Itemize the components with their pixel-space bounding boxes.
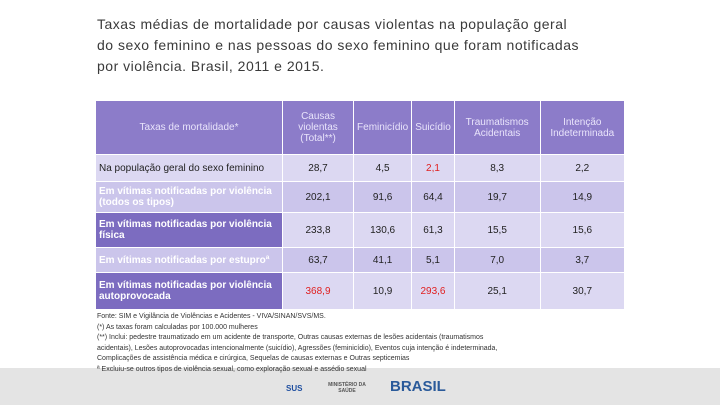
cell: 4,5 <box>353 154 413 182</box>
row-label: Em vítimas notificadas por violência (to… <box>95 181 283 213</box>
cell: 15,5 <box>453 212 541 248</box>
cell: 28,7 <box>281 154 355 182</box>
cell: 2,2 <box>539 154 626 182</box>
row-label: Na população geral do sexo feminino <box>95 154 283 182</box>
cell: 15,6 <box>539 212 626 248</box>
footnote: Complicações de assistência médica e cir… <box>97 355 410 362</box>
header-cell: Intenção Indeterminada <box>539 100 626 155</box>
cell: 5,1 <box>411 247 455 273</box>
row-label: Em vítimas notificadas por violência aut… <box>95 272 283 310</box>
row-label: Em vítimas notificadas por estuproª <box>95 247 283 273</box>
row: Em vítimas notificadas por violência (to… <box>95 181 626 213</box>
footnote: acidentais), Lesões autoprovocadas inten… <box>97 344 498 352</box>
row: Em vítimas notificadas por violência fís… <box>95 212 626 248</box>
footer-band: SUS MINISTÉRIO DA SAÚDE BRASIL <box>0 368 720 405</box>
footnote: Fonte: SIM e Vigilância de Violências e … <box>97 313 326 320</box>
cell: 368,9 <box>281 272 355 310</box>
logo-brasil: BRASIL <box>390 378 446 395</box>
header-cell: Feminicídio <box>353 100 413 155</box>
cell: 19,7 <box>453 181 541 213</box>
footnotes: Fonte: SIM e Vigilância de Violências e … <box>97 312 497 375</box>
logo-sus: SUS <box>286 384 303 393</box>
header-row: Taxas de mortalidade* Causas violentas (… <box>95 100 626 155</box>
cell: 41,1 <box>353 247 413 273</box>
cell: 2,1 <box>411 154 455 182</box>
row-label: Em vítimas notificadas por violência fís… <box>95 212 283 248</box>
row: Em vítimas notificadas por estuproª 63,7… <box>95 247 626 273</box>
footnote: (**) Inclui: pedestre traumatizado em um… <box>97 334 484 341</box>
row: Em vítimas notificadas por violência aut… <box>95 272 626 310</box>
cell: 233,8 <box>281 212 355 248</box>
header-cell: Causas violentas (Total**) <box>281 100 355 155</box>
title: Taxas médias de mortalidade por causas v… <box>97 14 697 77</box>
title-line: do sexo feminino e nas pessoas do sexo f… <box>97 37 579 53</box>
cell: 25,1 <box>453 272 541 310</box>
footnote: ª Excluiu-se outros tipos de violência s… <box>97 365 367 373</box>
cell: 130,6 <box>353 212 413 248</box>
title-line: Taxas médias de mortalidade por causas v… <box>97 16 568 32</box>
cell: 202,1 <box>281 181 355 213</box>
footnote: (*) As taxas foram calculadas por 100.00… <box>97 323 258 331</box>
cell: 10,9 <box>353 272 413 310</box>
cell: 7,0 <box>453 247 541 273</box>
cell: 91,6 <box>353 181 413 213</box>
cell: 30,7 <box>539 272 626 310</box>
logo-ministerio: MINISTÉRIO DA SAÚDE <box>328 382 366 394</box>
cell: 14,9 <box>539 181 626 213</box>
table: Taxas de mortalidade* Causas violentas (… <box>95 100 626 310</box>
header-cell: Taxas de mortalidade* <box>95 100 283 155</box>
title-line: por violência. Brasil, 2011 e 2015. <box>97 58 325 74</box>
cell: 3,7 <box>539 247 626 273</box>
cell: 293,6 <box>411 272 455 310</box>
cell: 8,3 <box>453 154 541 182</box>
cell: 63,7 <box>281 247 355 273</box>
cell: 61,3 <box>411 212 455 248</box>
header-cell: Suicídio <box>411 100 455 155</box>
row: Na população geral do sexo feminino 28,7… <box>95 154 626 182</box>
header-cell: Traumatismos Acidentais <box>453 100 541 155</box>
cell: 64,4 <box>411 181 455 213</box>
